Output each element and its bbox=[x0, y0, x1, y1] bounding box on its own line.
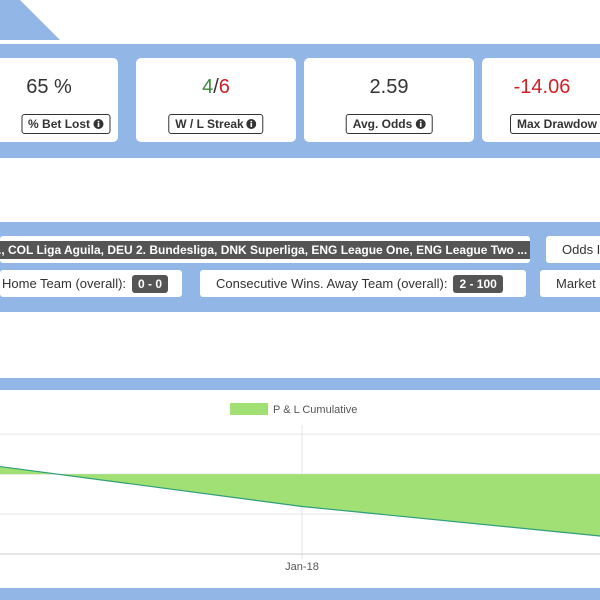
stat-label: Max Drawdow bbox=[510, 114, 600, 134]
league-pill: ., COL Liga Aguila, DEU 2. Bundesliga, D… bbox=[0, 241, 530, 259]
stat-label: Avg. Odds bbox=[345, 114, 433, 134]
info-icon[interactable] bbox=[246, 119, 257, 129]
stat-card: -14.06 Max Drawdow bbox=[482, 58, 600, 142]
filter-label: Home Team (overall): bbox=[2, 276, 127, 291]
filter-box[interactable]: Market bbox=[540, 270, 600, 297]
stat-label-text: W / L Streak bbox=[175, 117, 244, 131]
stat-card: 65 % % Bet Lost bbox=[0, 58, 118, 142]
legend-swatch bbox=[230, 403, 268, 415]
legend-label: P & L Cumulative bbox=[273, 404, 357, 416]
filters-band: ., COL Liga Aguila, DEU 2. Bundesliga, D… bbox=[0, 222, 600, 312]
separator: / bbox=[213, 76, 219, 98]
stat-label: % Bet Lost bbox=[21, 114, 111, 134]
stat-value: 4/6 bbox=[136, 76, 296, 99]
losses: 6 bbox=[218, 76, 230, 98]
info-icon[interactable] bbox=[415, 119, 426, 129]
chart-band-bottom bbox=[0, 588, 600, 600]
filter-box[interactable]: ., COL Liga Aguila, DEU 2. Bundesliga, D… bbox=[0, 236, 530, 263]
info-icon[interactable] bbox=[93, 119, 104, 129]
stats-band: 65 % % Bet Lost 4/6 W / L Streak 2.59 Av… bbox=[0, 44, 600, 158]
filter-box[interactable]: Home Team (overall): 0 - 0 bbox=[0, 270, 182, 297]
stat-card: 4/6 W / L Streak bbox=[136, 58, 296, 142]
stat-card: 2.59 Avg. Odds bbox=[304, 58, 474, 142]
filter-label: Consecutive Wins. Away Team (overall): bbox=[216, 276, 448, 291]
stat-label: W / L Streak bbox=[168, 114, 264, 134]
stat-value: -14.06 bbox=[513, 76, 571, 98]
filter-box[interactable]: Odds I bbox=[546, 236, 600, 263]
stat-value: 2.59 bbox=[369, 76, 409, 98]
chart-band-top bbox=[0, 378, 600, 390]
area bbox=[0, 466, 600, 537]
stat-value: 65 % bbox=[26, 76, 72, 98]
stat-label-text: Avg. Odds bbox=[352, 117, 413, 131]
x-tick-label: Jan-18 bbox=[285, 561, 319, 573]
filter-box[interactable]: Consecutive Wins. Away Team (overall): 2 … bbox=[200, 270, 526, 297]
tab-shape bbox=[0, 0, 60, 40]
filter-value: 2 - 100 bbox=[453, 275, 503, 293]
stat-label-text: % Bet Lost bbox=[28, 117, 91, 131]
wins: 4 bbox=[202, 76, 214, 98]
filter-value: 0 - 0 bbox=[132, 275, 169, 293]
chart: Jan-18 P & L Cumulative bbox=[0, 403, 600, 573]
line bbox=[0, 465, 600, 537]
